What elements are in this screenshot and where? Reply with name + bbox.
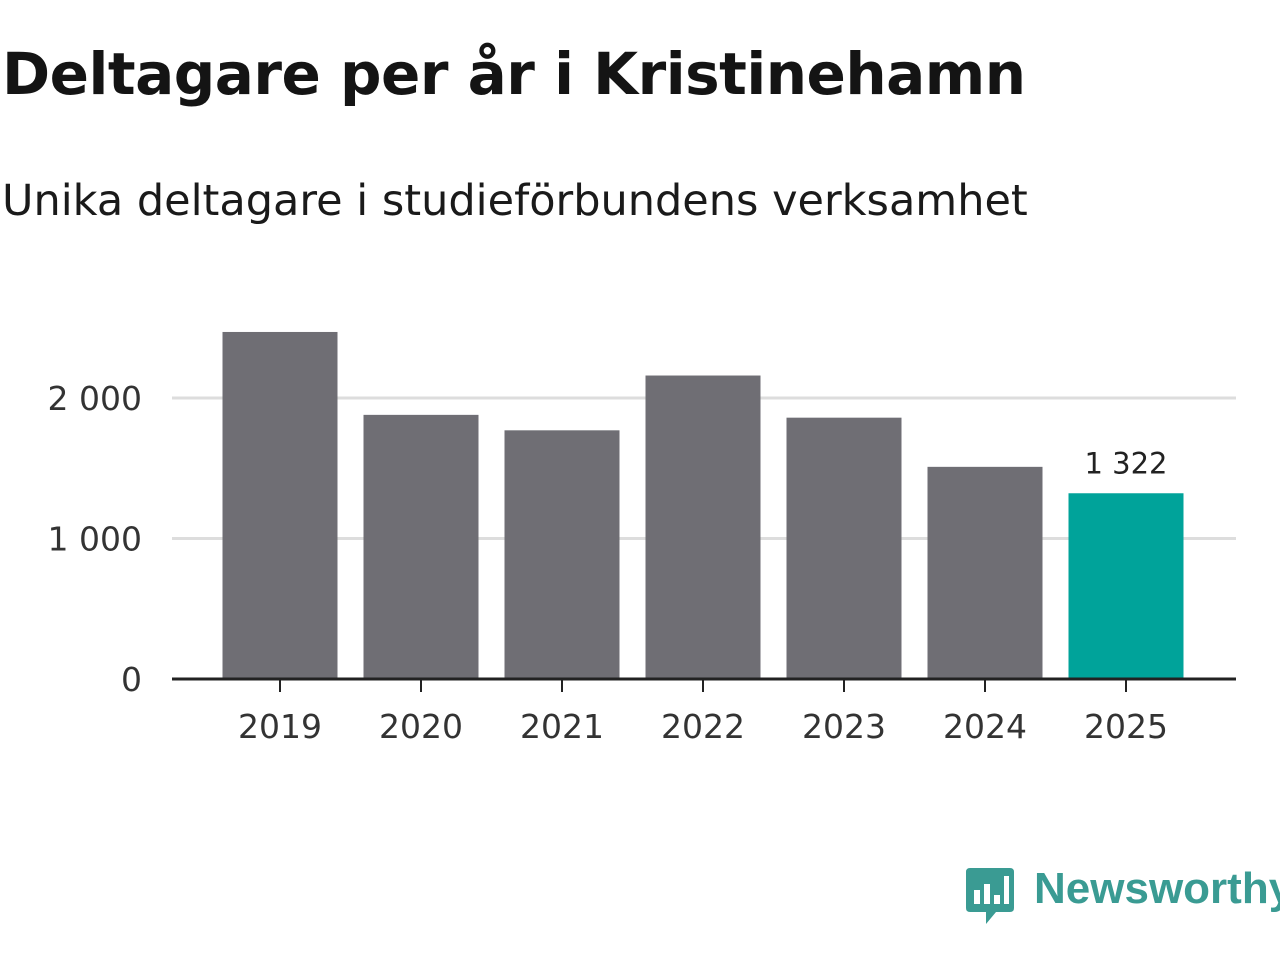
- bar-2023: [786, 417, 902, 679]
- bar-chart: 0 1 000 2 000 2019 2020 2021 2022 2023 2024 2025 1…: [48, 331, 1236, 746]
- axes: [172, 677, 1236, 692]
- bar-2024: [927, 466, 1043, 679]
- x-tick-label: 2019: [238, 707, 322, 746]
- x-tick-label: 2022: [661, 707, 745, 746]
- newsworthy-logo-icon: [966, 868, 1014, 924]
- newsworthy-logo: Newsworthy: [964, 866, 1280, 928]
- y-tick-label: 0: [121, 660, 142, 699]
- data-label: 1 322: [1084, 446, 1167, 480]
- bar-2020: [363, 414, 479, 679]
- chart-title: Deltagare per år i Kristinehamn: [2, 40, 1026, 108]
- labels: 0 1 000 2 000 2019 2020 2021 2022 2023 2024 2025 1…: [48, 379, 1168, 746]
- x-tick-label: 2020: [379, 707, 463, 746]
- bar-2019: [222, 331, 338, 679]
- bars: [222, 331, 1184, 679]
- x-tick-label: 2021: [520, 707, 604, 746]
- chart-subtitle: Unika deltagare i studieförbundens verks…: [2, 176, 1028, 226]
- x-tick-label: 2024: [943, 707, 1027, 746]
- y-tick-label: 2 000: [48, 379, 142, 418]
- bar-2022: [645, 375, 761, 679]
- y-tick-label: 1 000: [48, 520, 142, 559]
- bar-2025: [1068, 493, 1184, 679]
- newsworthy-logo-text: Newsworthy: [1034, 864, 1280, 913]
- x-tick-label: 2025: [1084, 707, 1168, 746]
- bar-2021: [504, 430, 620, 679]
- x-tick-label: 2023: [802, 707, 886, 746]
